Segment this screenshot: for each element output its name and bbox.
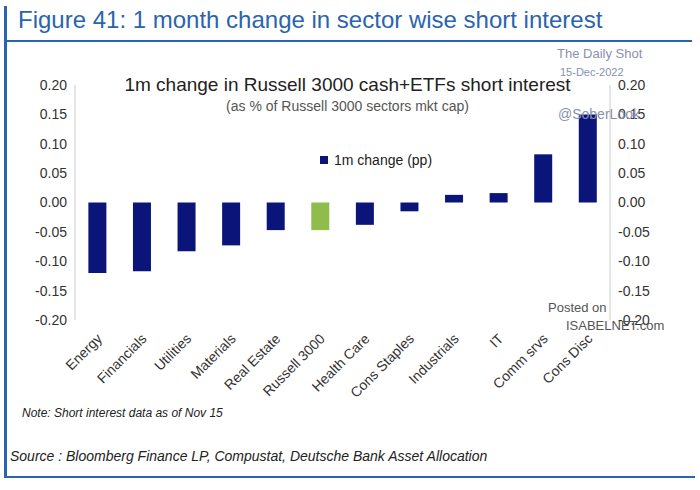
- svg-text:Health Care: Health Care: [308, 330, 373, 395]
- svg-text:0.05: 0.05: [40, 165, 67, 181]
- svg-text:Financials: Financials: [94, 330, 150, 386]
- svg-text:-0.20: -0.20: [35, 312, 67, 328]
- svg-text:Industrials: Industrials: [405, 330, 461, 386]
- html-text:1m change (pp): 1m change (pp): [334, 152, 433, 168]
- html-text:1m change in Russell 3000 cash: 1m change in Russell 3000 cash+ETFs shor…: [124, 74, 571, 95]
- svg-text:0.10: 0.10: [618, 136, 645, 152]
- svg-text:Utilities: Utilities: [151, 330, 194, 373]
- svg-text:Cons Staples: Cons Staples: [347, 330, 417, 400]
- html-text:The Daily Shot: The Daily Shot: [557, 46, 643, 61]
- svg-text:IT: IT: [486, 330, 506, 350]
- svg-text:0.20: 0.20: [618, 77, 645, 93]
- svg-text:0.05: 0.05: [618, 165, 645, 181]
- svg-text:-0.05: -0.05: [35, 224, 67, 240]
- html-text:Posted on: Posted on: [548, 300, 607, 315]
- svg-text:Russell 3000: Russell 3000: [259, 330, 328, 399]
- html-text:Figure 41: 1 month change in s: Figure 41: 1 month change in sector wise…: [18, 6, 603, 33]
- svg-text:Energy: Energy: [62, 330, 105, 373]
- html-text:@SoberLook: @SoberLook: [558, 106, 640, 122]
- svg-text:-0.15: -0.15: [35, 283, 67, 299]
- html-text:15-Dec-2022: 15-Dec-2022: [560, 66, 624, 78]
- svg-text:-0.10: -0.10: [35, 253, 67, 269]
- svg-text:0.10: 0.10: [40, 136, 67, 152]
- svg-text:Comm srvs: Comm srvs: [490, 330, 551, 391]
- svg-text:0.15: 0.15: [40, 106, 67, 122]
- svg-text:0.00: 0.00: [40, 194, 67, 210]
- svg-text:-0.10: -0.10: [618, 253, 650, 269]
- html-text:Source : Bloomberg Finance LP,: Source : Bloomberg Finance LP, Compustat…: [10, 448, 488, 464]
- svg-text:Real Estate: Real Estate: [220, 330, 284, 393]
- html-text:(as % of Russell 3000 sectors: (as % of Russell 3000 sectors mkt cap): [226, 98, 469, 114]
- html-text:Note: Short interest data as o: Note: Short interest data as of Nov 15: [22, 406, 223, 420]
- svg-text:-0.15: -0.15: [618, 283, 650, 299]
- svg-text:-0.05: -0.05: [618, 224, 650, 240]
- svg-text:Cons Disc: Cons Disc: [539, 330, 595, 386]
- svg-text:Materials: Materials: [187, 330, 239, 382]
- svg-text:0.20: 0.20: [40, 77, 67, 93]
- svg-text:0.00: 0.00: [618, 194, 645, 210]
- html-text:ISABELNET.com: ISABELNET.com: [566, 318, 665, 333]
